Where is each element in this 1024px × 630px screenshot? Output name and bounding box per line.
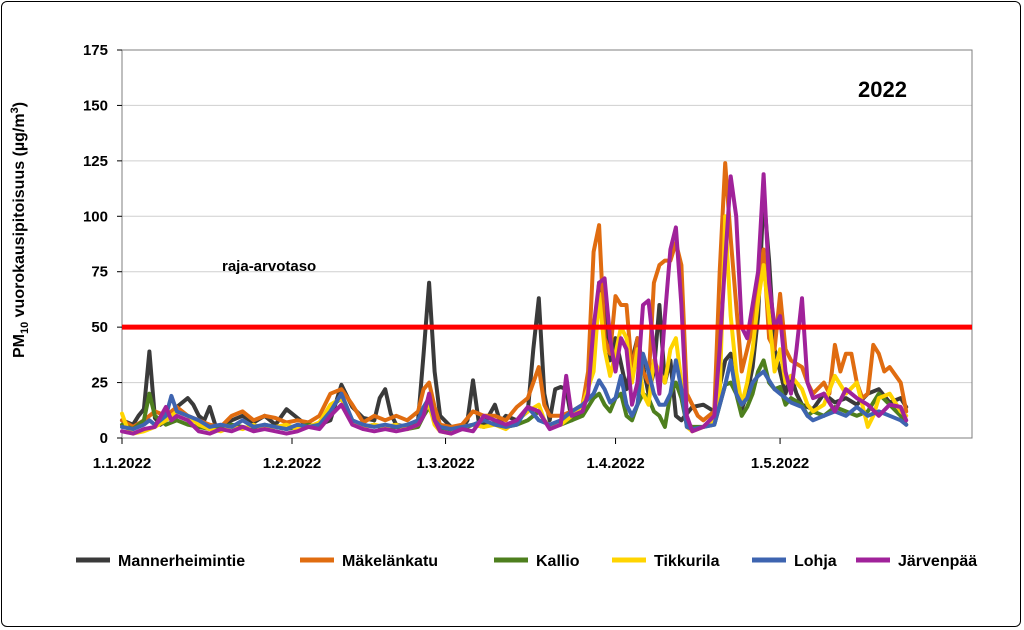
ytick-label: 75: [91, 264, 108, 281]
ytick-label: 175: [83, 42, 108, 59]
xtick-label: 1.1.2022: [93, 455, 151, 472]
legend-label-4: Lohja: [794, 553, 837, 570]
ytick-label: 50: [91, 319, 108, 336]
legend: Mannerheimintie Mäkelänkatu Kallio Tikkuril…: [76, 553, 977, 570]
ytick-label: 100: [83, 208, 108, 225]
limit-label: raja-arvotaso: [222, 258, 316, 275]
ytick-label: 25: [91, 375, 108, 392]
xtick-label: 1.5.2022: [751, 455, 809, 472]
legend-label-3: Tikkurila: [654, 553, 720, 570]
series-line-5: [120, 172, 909, 436]
grid: [122, 49, 972, 439]
ylabel-main: PM: [11, 334, 28, 358]
xtick-label: 1.3.2022: [416, 455, 474, 472]
ylabel-end: ): [11, 102, 28, 107]
ylabel-sub: 10: [19, 322, 31, 334]
ytick-label: 125: [83, 153, 108, 170]
legend-label-1: Mäkelänkatu: [342, 553, 438, 570]
ylabel-sup: 3: [9, 107, 21, 113]
ylabel-rest: vuorokausipitoisuus (µg/m: [11, 113, 28, 321]
series-line-3: [120, 214, 909, 436]
series-line-1: [120, 161, 909, 429]
xtick-label: 1.2.2022: [263, 455, 321, 472]
plot-area: [121, 49, 973, 439]
legend-label-0: Mannerheimintie: [118, 553, 245, 570]
xtick-label: 1.4.2022: [586, 455, 644, 472]
legend-label-5: Järvenpää: [898, 553, 977, 570]
y-axis-label: PM10 vuorokausipitoisuus (µg/m3): [9, 102, 31, 358]
series-lines: [120, 161, 909, 436]
ytick-label: 0: [100, 430, 108, 447]
chart-title: 2022: [858, 77, 907, 102]
legend-label-2: Kallio: [536, 553, 580, 570]
series-line-0: [120, 192, 909, 432]
x-axis-ticks: 1.1.2022 1.2.2022 1.3.2022 1.4.2022 1.5.2022: [93, 438, 809, 472]
y-axis-ticks: 0 25 50 75 100 125 150 175: [83, 42, 122, 447]
ytick-label: 150: [83, 97, 108, 114]
